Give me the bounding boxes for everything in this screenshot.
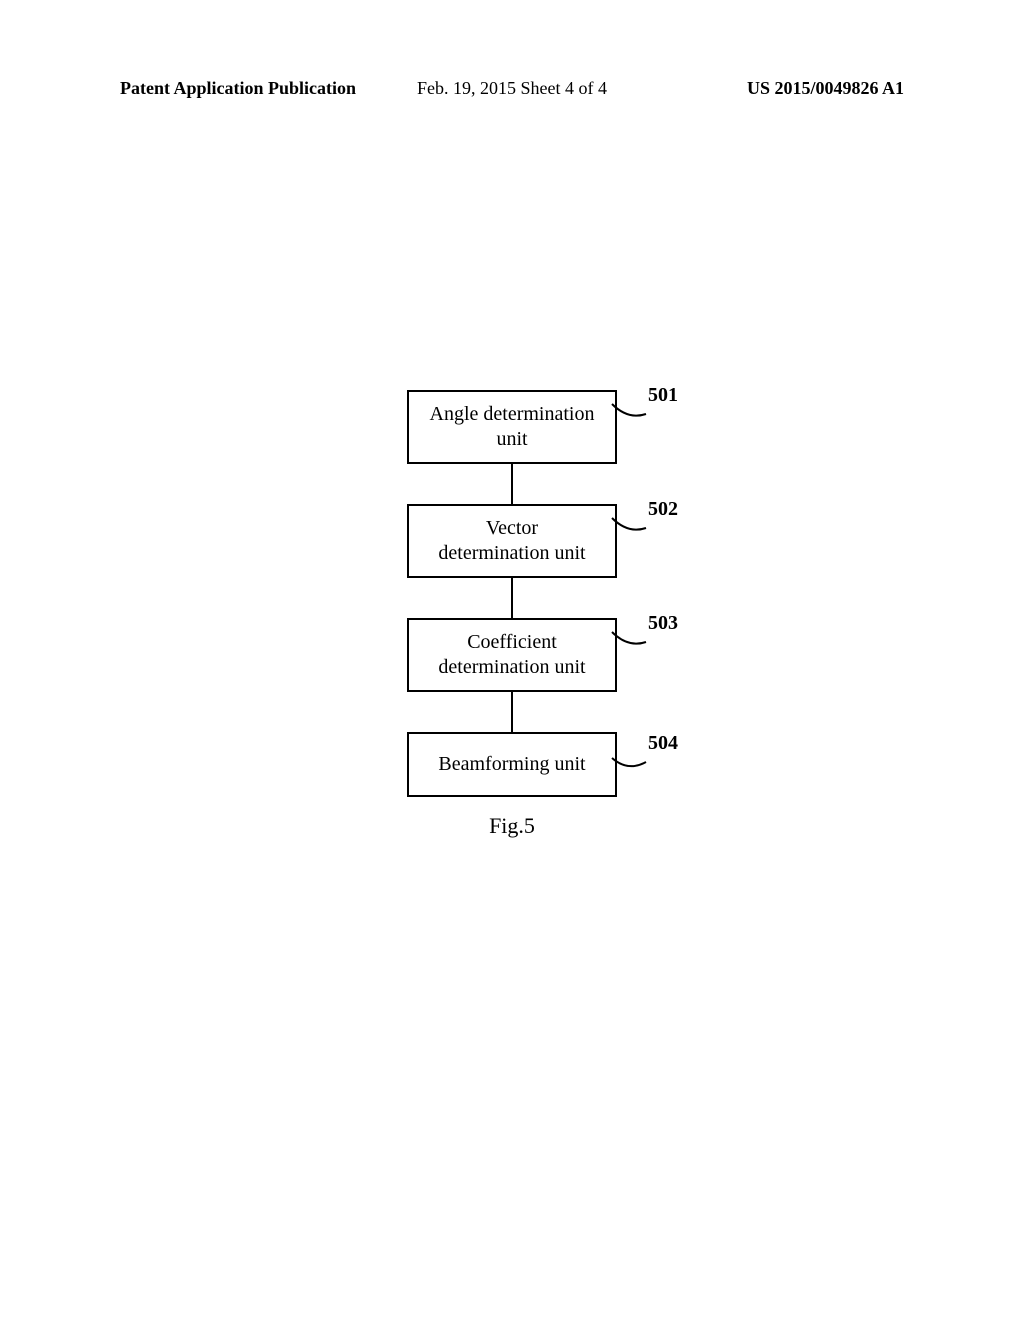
connector-2-3	[511, 578, 513, 618]
node-vector-determination: Vector determination unit	[407, 504, 617, 578]
node-angle-determination: Angle determination unit	[407, 390, 617, 464]
node-4-line-1: Beamforming unit	[438, 753, 585, 775]
node-2-line-2: determination unit	[438, 542, 585, 564]
node-coefficient-determination: Coefficient determination unit	[407, 618, 617, 692]
ref-501: 501	[648, 384, 678, 407]
node-3-line-1: Coefficient	[467, 631, 557, 653]
node-1-line-1: Angle determination	[430, 403, 595, 425]
node-beamforming: Beamforming unit	[407, 732, 617, 797]
header-center: Feb. 19, 2015 Sheet 4 of 4	[417, 78, 607, 99]
figure-caption: Fig.5	[312, 813, 712, 839]
node-1-line-2: unit	[496, 428, 527, 450]
node-row-2: Vector determination unit 502	[312, 504, 712, 578]
flowchart: Angle determination unit 501 Vector dete…	[312, 390, 712, 839]
node-3-line-2: determination unit	[438, 656, 585, 678]
page-header: Patent Application Publication Feb. 19, …	[0, 78, 1024, 99]
ref-504: 504	[648, 732, 678, 755]
node-row-4: Beamforming unit 504	[312, 732, 712, 797]
ref-503: 503	[648, 612, 678, 635]
connector-1-2	[511, 464, 513, 504]
ref-502: 502	[648, 498, 678, 521]
connector-3-4	[511, 692, 513, 732]
node-2-line-1: Vector	[486, 517, 538, 539]
node-row-3: Coefficient determination unit 503	[312, 618, 712, 692]
header-right: US 2015/0049826 A1	[747, 78, 904, 99]
header-left: Patent Application Publication	[120, 78, 356, 99]
node-row-1: Angle determination unit 501	[312, 390, 712, 464]
page: Patent Application Publication Feb. 19, …	[0, 0, 1024, 1320]
